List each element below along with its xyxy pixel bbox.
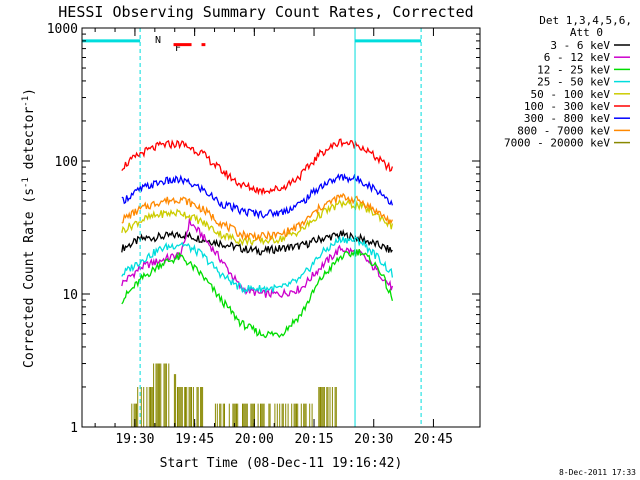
legend-label: 6 - 12 keV [544,51,611,64]
y-tick-label: 100 [55,155,78,170]
plot-frame [81,27,481,428]
x-tick-label: 20:15 [294,432,333,447]
x-axis-label: Start Time (08-Dec-11 19:16:42) [160,456,403,471]
legend-header-1: Det 1,3,4,5,6, [539,14,632,27]
y-label-post: ) [22,88,37,96]
x-tick-label: 20:45 [414,432,453,447]
x-tick-label: 19:30 [115,432,154,447]
legend-item: 50 - 100 keV [531,88,630,101]
legend-header-2: Att 0 [570,26,603,39]
axes: 1 10 100 1000 19:30 19:45 20:00 20:15 20:30 20:45 [47,22,480,447]
y-label-mid: detector [22,107,37,178]
legend-label: 12 - 25 keV [537,63,610,76]
series-800-7000-kev [121,192,393,242]
y-axis-label: Corrected Count Rate (s-1 detector-1) [21,88,37,368]
y-label-sup2: -1 [21,96,31,107]
legend-label: 300 - 800 keV [524,112,610,125]
legend-item: 7000 - 20000 keV [504,137,630,150]
legend-item: 12 - 25 keV [537,63,630,76]
y-label-pre: Corrected Count Rate (s [22,188,37,368]
legend-item: 6 - 12 keV [544,51,630,64]
y-tick-label: 1000 [47,22,78,37]
data-layer [121,138,394,427]
legend-item: 3 - 6 keV [550,39,630,52]
series-100-300-kev [121,138,394,196]
series-line [121,173,394,220]
x-tick-label: 19:45 [175,432,214,447]
legend-item: 25 - 50 keV [537,76,630,89]
series-6-12-kev [121,218,394,299]
timestamp: 8-Dec-2011 17:33 [559,468,636,477]
series-line [121,192,393,242]
series-300-800-kev [121,173,394,220]
x-tick-label: 20:30 [354,432,393,447]
series-12-25-kev [121,248,394,339]
legend-label: 50 - 100 keV [531,88,611,101]
legend-label: 800 - 7000 keV [517,124,610,137]
series-line [121,138,394,196]
y-tick-label: 1 [70,421,78,436]
legend-item: 800 - 7000 keV [517,124,630,137]
series-7000-20000-kev [131,363,337,427]
series-25-50-kev [121,236,394,295]
y-tick-label: 10 [62,288,78,303]
annotation-n: N [155,35,161,46]
series-line [121,248,394,339]
series-line [121,228,393,256]
legend-item: 300 - 800 keV [524,112,630,125]
series-3-6-kev [121,228,393,256]
y-label-sup1: -1 [21,177,31,188]
annotation-layer: N F [82,28,422,427]
annotation-f: F [175,43,181,54]
legend-label: 3 - 6 keV [550,39,610,52]
legend-label: 100 - 300 keV [524,100,610,113]
legend-item: 100 - 300 keV [524,100,630,113]
series-line [121,236,394,295]
x-tick-label: 20:00 [235,432,274,447]
legend-label: 25 - 50 keV [537,76,610,89]
series-line [131,363,337,427]
chart-title: HESSI Observing Summary Count Rates, Cor… [58,3,473,21]
legend-label: 7000 - 20000 keV [504,137,610,150]
series-line [121,218,394,299]
